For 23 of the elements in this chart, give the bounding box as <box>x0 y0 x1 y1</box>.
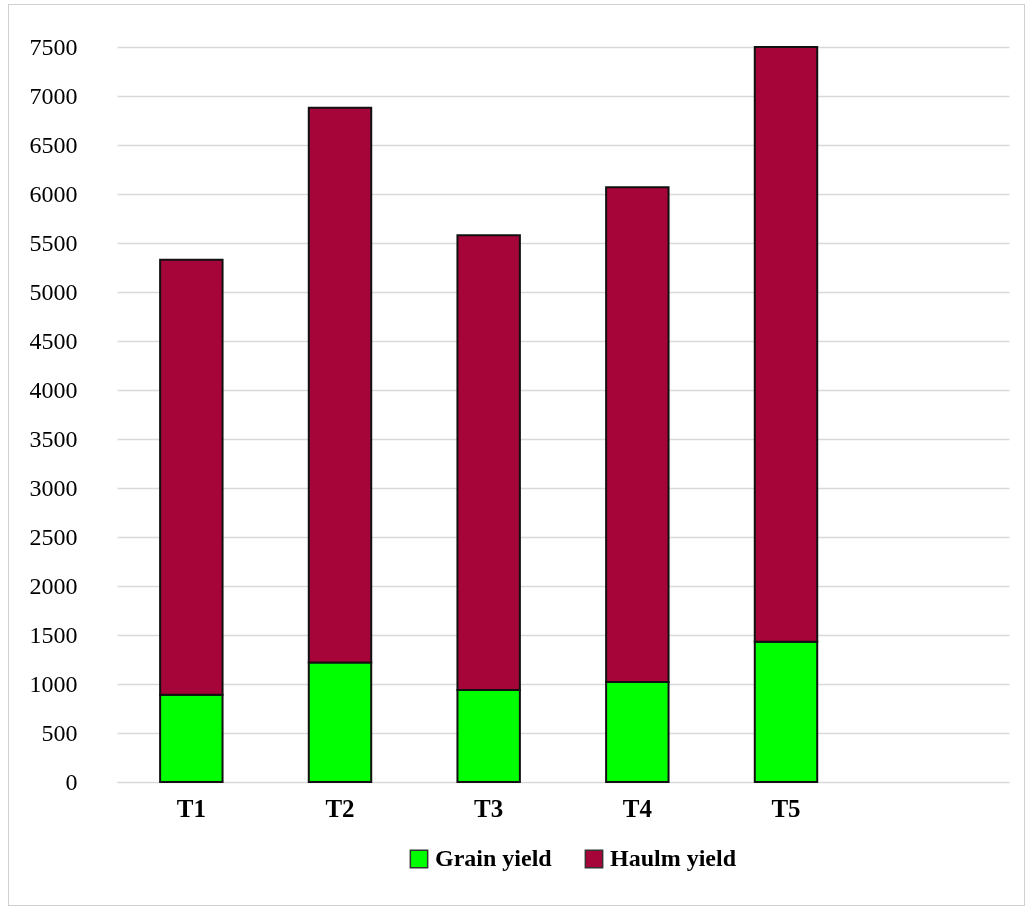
y-tick-label: 7000 <box>29 82 78 109</box>
y-tick-label: 500 <box>41 719 78 746</box>
y-tick-label: 2000 <box>29 572 78 599</box>
y-tick-label: 6000 <box>29 180 78 207</box>
x-tick-label: T3 <box>474 794 504 822</box>
y-tick-label: 1500 <box>29 621 78 648</box>
legend-label: Haulm yield <box>610 845 737 871</box>
y-tick-label: 1000 <box>29 670 78 697</box>
x-tick-label: T5 <box>771 794 801 822</box>
y-tick-label: 0 <box>65 768 78 795</box>
y-tick-label: 2500 <box>29 523 78 550</box>
legend-label: Grain yield <box>435 845 553 871</box>
x-tick-label: T1 <box>176 794 206 822</box>
y-tick-label: 3500 <box>29 425 78 452</box>
y-tick-label: 5500 <box>29 229 78 256</box>
x-tick-label: T2 <box>325 794 355 822</box>
y-tick-label: 3000 <box>29 474 78 501</box>
y-tick-label: 7500 <box>29 33 78 60</box>
y-tick-label: 5000 <box>29 278 78 305</box>
x-tick-label: T4 <box>622 794 653 822</box>
y-tick-label: 4000 <box>29 376 78 403</box>
y-tick-label: 6500 <box>29 131 78 158</box>
y-tick-label: 4500 <box>29 327 78 354</box>
